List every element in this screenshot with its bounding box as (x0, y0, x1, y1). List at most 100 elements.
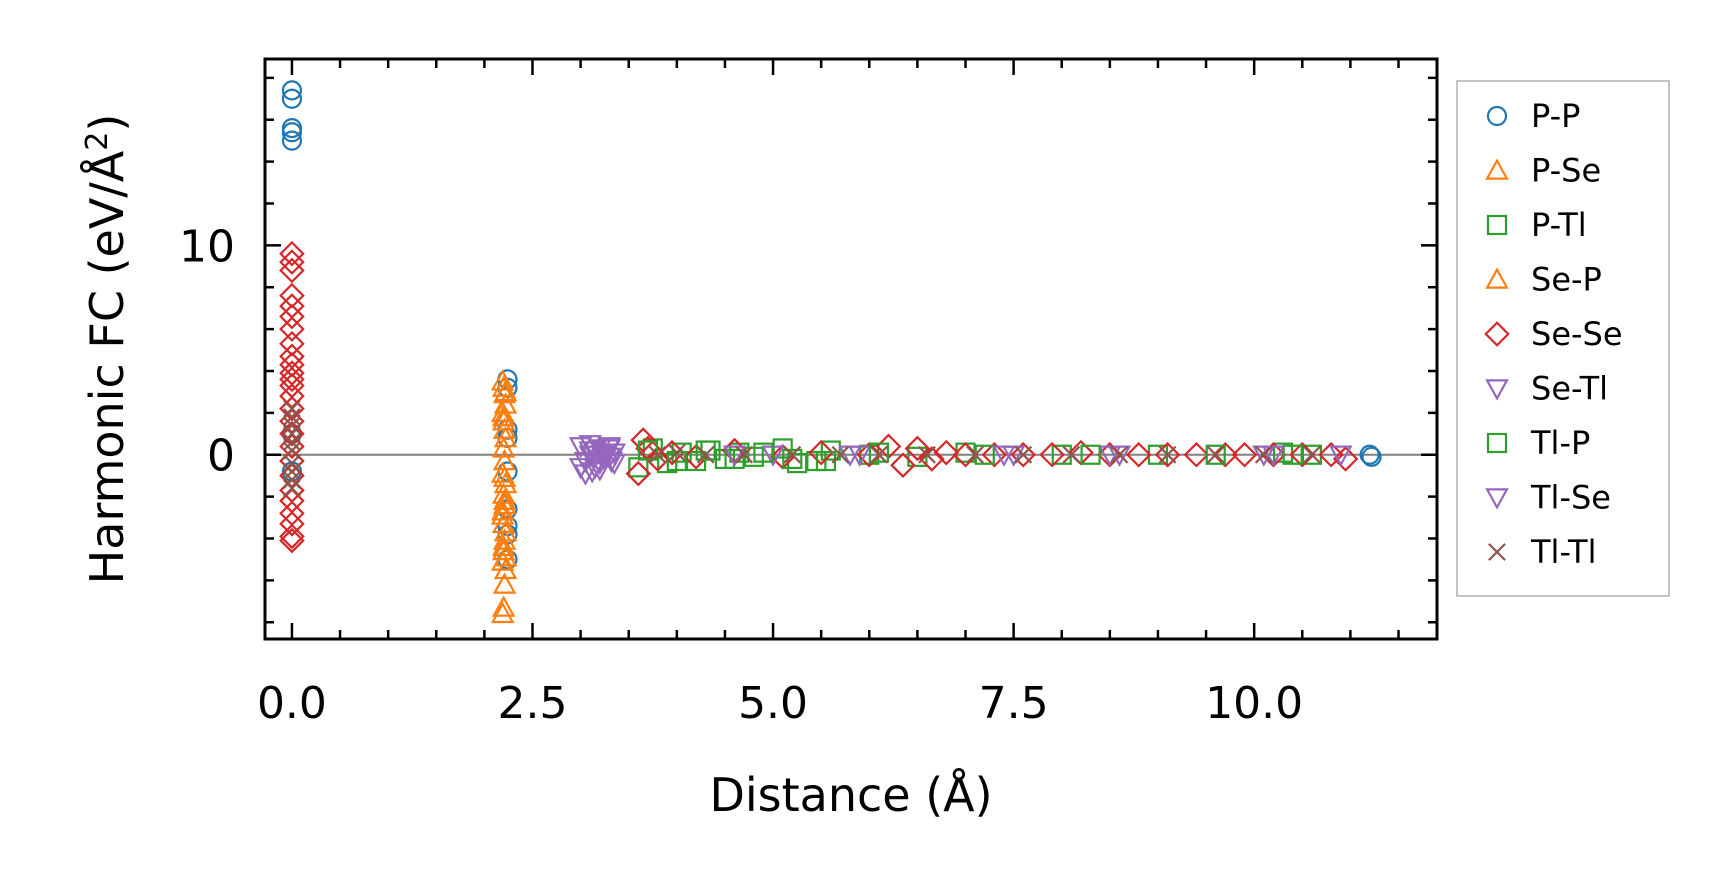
data-point (783, 445, 802, 464)
data-point (1359, 444, 1380, 465)
data-point (279, 527, 305, 554)
data-point (870, 445, 888, 464)
data-point (283, 479, 301, 498)
data-point (283, 416, 301, 435)
data-point (695, 440, 716, 461)
data-point (283, 399, 301, 418)
data-point (283, 462, 301, 481)
data-point (283, 424, 301, 443)
data-point (1303, 445, 1321, 464)
data-point (590, 445, 614, 467)
data-point (492, 417, 517, 439)
data-point (279, 351, 305, 378)
data-point (890, 452, 916, 479)
data-point (279, 282, 305, 309)
data-point (283, 441, 301, 460)
data-point (279, 316, 305, 342)
data-point (493, 425, 518, 448)
y-axis-label: Harmonic FC (eV/Å2) (80, 114, 134, 585)
data-point (1110, 445, 1129, 464)
data-point (1206, 445, 1225, 464)
x-tick-label: 7.5 (979, 678, 1049, 729)
data-point (722, 445, 747, 467)
data-point (1158, 445, 1177, 464)
y-tick-label: 0 (207, 431, 235, 482)
data-point (1318, 441, 1344, 468)
x-tick-label: 0.0 (257, 678, 327, 729)
data-point (644, 446, 671, 472)
data-point (279, 395, 305, 422)
data-point (667, 443, 686, 462)
legend-marker (1486, 432, 1508, 454)
data-point (625, 460, 652, 487)
data-point (782, 448, 803, 470)
data-point (490, 503, 515, 525)
legend-marker (1488, 543, 1506, 561)
legend-label: Tl-Se (1530, 479, 1611, 517)
data-point (490, 499, 515, 521)
data-point (1154, 441, 1181, 468)
data-point (1183, 441, 1210, 468)
legend-item: Tl-Se (1485, 479, 1611, 517)
data-point (1261, 445, 1286, 467)
data-point (573, 464, 598, 486)
data-point (281, 122, 303, 143)
legend-marker (1486, 214, 1508, 236)
data-point (281, 130, 303, 151)
data-point (1125, 441, 1152, 468)
data-point (1205, 444, 1226, 465)
data-point (1010, 441, 1037, 468)
data-point (1254, 445, 1273, 464)
data-point (831, 445, 850, 464)
data-point (820, 440, 841, 461)
data-point (279, 240, 305, 267)
legend-label: P-Tl (1531, 206, 1587, 244)
data-point (493, 379, 518, 402)
data-point (279, 249, 305, 275)
data-point (952, 441, 979, 468)
data-point (1014, 445, 1033, 464)
data-point (1231, 441, 1258, 468)
data-point (599, 451, 624, 474)
data-point (1039, 441, 1065, 468)
legend-marker (1484, 321, 1510, 347)
data-point (492, 465, 517, 487)
legend-marker (1485, 379, 1509, 401)
data-point (493, 545, 518, 567)
legend-item: Tl-P (1486, 424, 1590, 462)
data-point (491, 595, 516, 617)
data-point (808, 439, 834, 466)
data-point (279, 330, 305, 357)
legend-label: P-P (1531, 97, 1580, 135)
data-point (281, 88, 303, 109)
data-point (868, 442, 890, 463)
legend-label: P-Se (1531, 152, 1601, 190)
legend-label: Tl-P (1530, 424, 1590, 462)
legend-label: Se-Se (1531, 315, 1623, 353)
data-point (724, 448, 745, 470)
legend-item: P-Tl (1486, 206, 1587, 244)
data-point (580, 462, 604, 484)
data-point (1107, 445, 1132, 467)
series-tl-p (637, 440, 1303, 472)
data-point (856, 441, 883, 468)
data-point (491, 404, 516, 427)
legend-item: Se-Tl (1485, 370, 1608, 408)
data-point (283, 408, 301, 426)
data-point (491, 538, 516, 561)
data-point (279, 420, 305, 447)
data-point (838, 445, 862, 467)
legend-marker (1486, 105, 1508, 127)
data-point (735, 445, 754, 464)
data-point (279, 511, 305, 537)
data-points (279, 80, 1382, 624)
data-point (933, 439, 960, 466)
data-point (1212, 441, 1239, 468)
legend-label: Tl-Tl (1530, 533, 1596, 571)
data-point (904, 435, 931, 462)
data-point (279, 257, 305, 284)
data-point (630, 427, 656, 453)
data-point (1289, 441, 1316, 468)
data-point (283, 470, 301, 489)
